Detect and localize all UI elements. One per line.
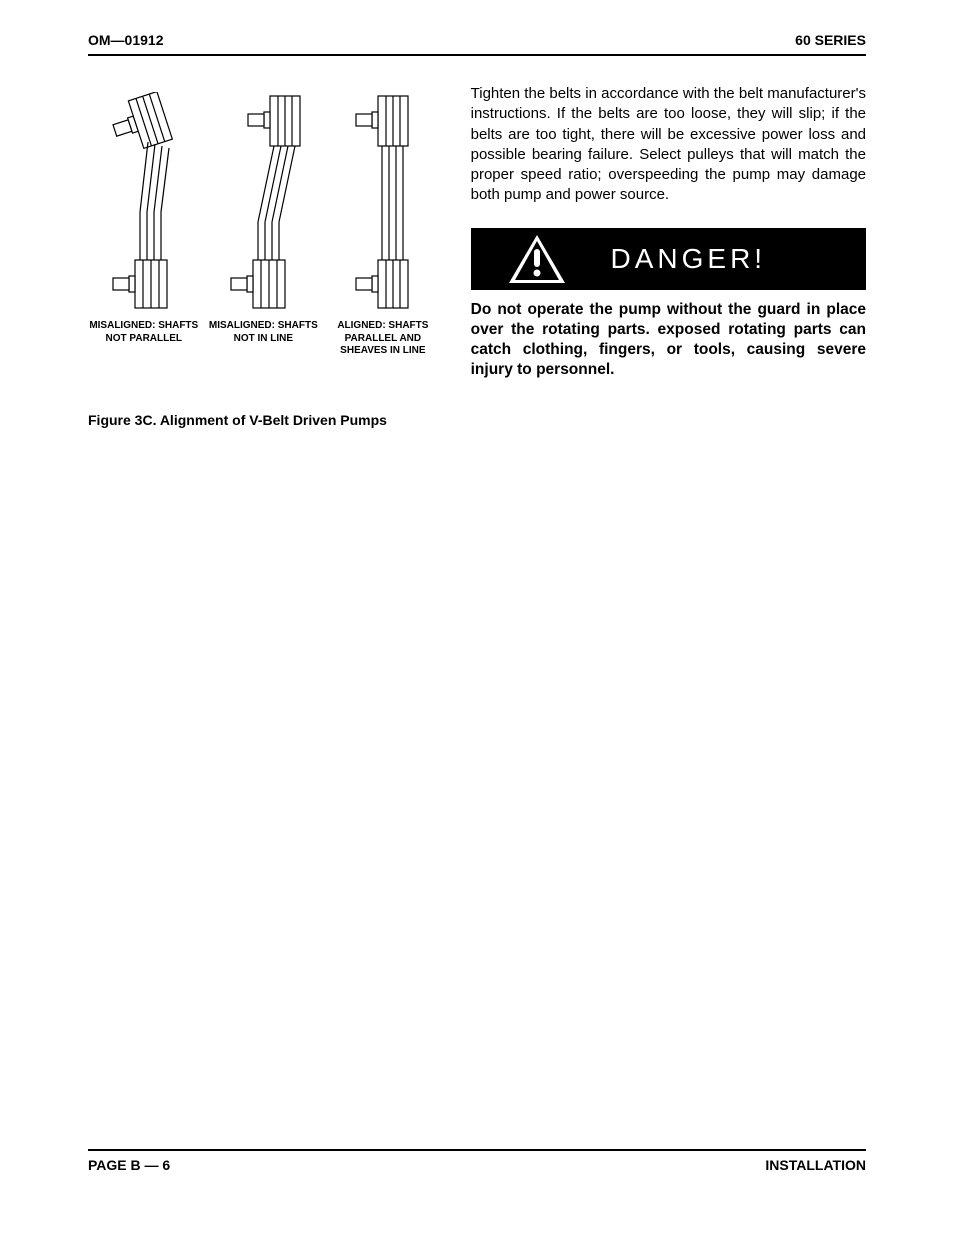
diagram-aligned: ALIGNED: SHAFTS PARALLEL AND SHEAVES IN …: [327, 92, 439, 358]
left-column: MISALIGNED: SHAFTS NOT PARALLEL: [88, 84, 439, 428]
diagram-not-parallel: MISALIGNED: SHAFTS NOT PARALLEL: [88, 92, 200, 358]
footer-section: INSTALLATION: [765, 1157, 866, 1173]
right-column: Tighten the belts in accordance with the…: [471, 84, 866, 428]
warning-triangle-icon: [507, 233, 567, 285]
belt-diagram-icon: [99, 92, 189, 312]
diagram-not-inline: MISALIGNED: SHAFTS NOT IN LINE: [208, 92, 320, 358]
alignment-diagrams: MISALIGNED: SHAFTS NOT PARALLEL: [88, 92, 439, 358]
diagram-label-3: ALIGNED: SHAFTS PARALLEL AND SHEAVES IN …: [327, 320, 439, 358]
footer-page: PAGE B — 6: [88, 1157, 170, 1173]
danger-label: DANGER!: [611, 243, 767, 275]
belt-diagram-icon: [218, 92, 308, 312]
warning-paragraph: Do not operate the pump without the guar…: [471, 300, 866, 381]
header-series: 60 SERIES: [795, 32, 866, 48]
diagram-label-2: MISALIGNED: SHAFTS NOT IN LINE: [208, 320, 320, 345]
danger-banner: DANGER!: [471, 228, 866, 290]
diagram-label-1: MISALIGNED: SHAFTS NOT PARALLEL: [88, 320, 200, 345]
figure-caption: Figure 3C. Alignment of V-Belt Driven Pu…: [88, 412, 439, 428]
main-content: MISALIGNED: SHAFTS NOT PARALLEL: [88, 84, 866, 428]
page-header: OM—01912 60 SERIES: [88, 32, 866, 56]
belt-diagram-icon: [338, 92, 428, 312]
header-doc-id: OM—01912: [88, 32, 163, 48]
body-paragraph: Tighten the belts in accordance with the…: [471, 84, 866, 206]
page-footer: PAGE B — 6 INSTALLATION: [88, 1149, 866, 1173]
